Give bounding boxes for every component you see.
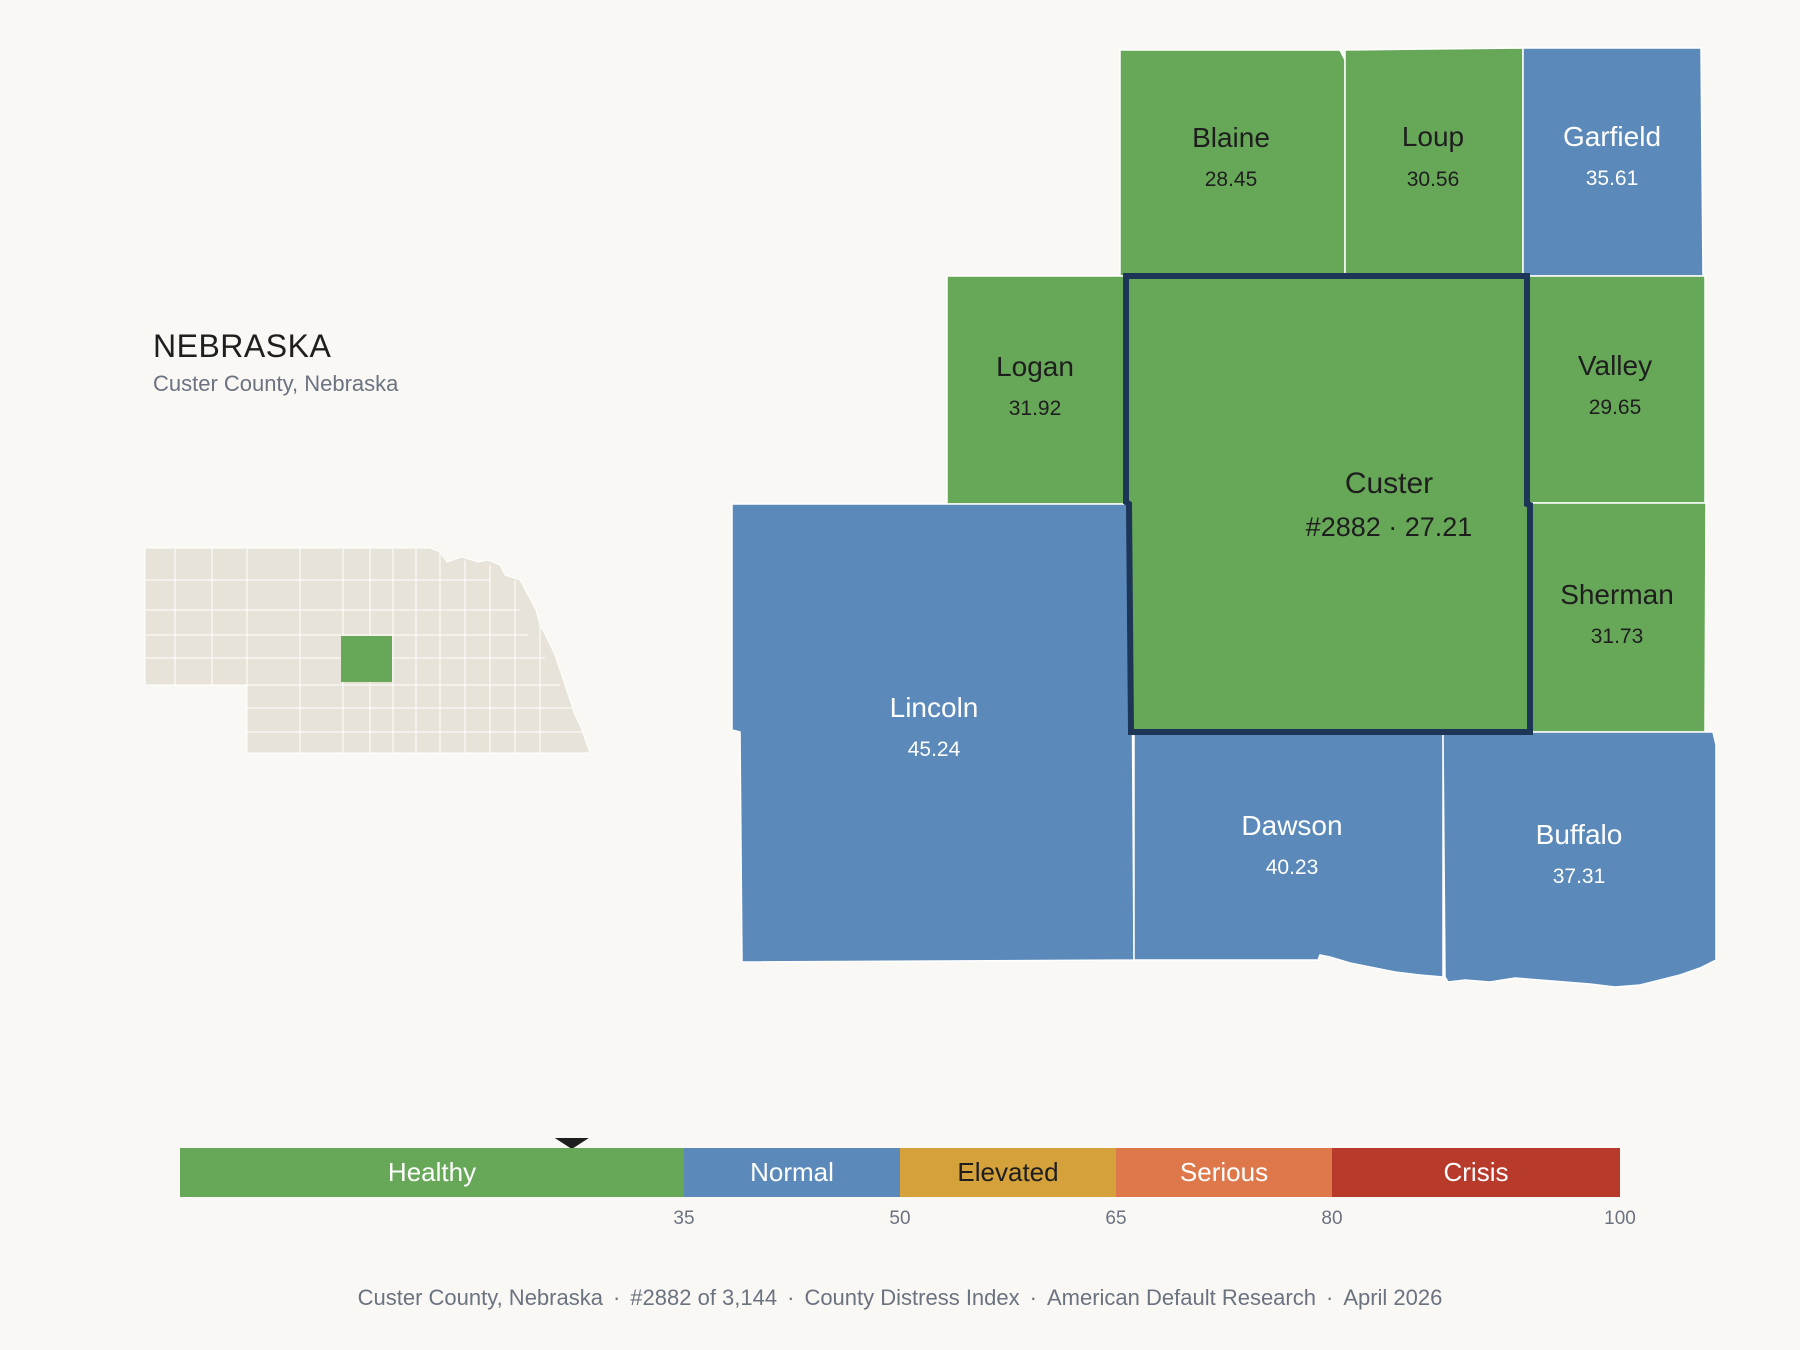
footer-date: April 2026 (1343, 1285, 1443, 1310)
county-custer-highlighted[interactable] (1123, 273, 1533, 735)
legend-band-healthy (180, 1148, 684, 1197)
distress-legend: Healthy Normal Elevated Serious Crisis 35 50 6… (180, 1138, 1636, 1229)
legend-band-normal (684, 1148, 900, 1197)
footer: Custer County, Nebraska · #2882 of 3,144 · C… (0, 1285, 1800, 1311)
map-header: NEBRASKA Custer County, Nebraska (153, 328, 398, 397)
county-lincoln[interactable] (731, 503, 1135, 963)
legend-tick-label: 80 (1321, 1208, 1342, 1229)
county-name-label: Sherman (1560, 579, 1674, 610)
county-score-label: 28.45 (1205, 168, 1258, 191)
footer-index: County Distress Index (804, 1285, 1020, 1310)
county-name-label: Loup (1402, 121, 1464, 152)
legend-band-label: Normal (750, 1157, 834, 1187)
county-labels: Blaine 28.45 Loup 30.56 Garfield 35.61 L… (890, 121, 1674, 888)
county-garfield[interactable] (1522, 47, 1704, 277)
county-sherman[interactable] (1529, 502, 1707, 733)
county-score-label: 31.73 (1591, 625, 1644, 648)
county-score-label: 30.56 (1407, 168, 1460, 191)
separator: · (612, 1285, 621, 1310)
county-score-label: 45.24 (908, 738, 961, 761)
legend-band-serious (1116, 1148, 1332, 1197)
separator: · (787, 1285, 795, 1310)
score-marker-icon (554, 1138, 589, 1149)
footer-rank: #2882 of 3,144 (630, 1285, 778, 1310)
county-score-label: 31.92 (1009, 397, 1062, 420)
legend-tick-label: 50 (889, 1208, 910, 1229)
county-name-label: Lincoln (890, 692, 979, 723)
legend-band-label: Elevated (957, 1157, 1058, 1187)
county-name-label: Blaine (1192, 122, 1270, 153)
state-locator-map (144, 547, 591, 754)
legend-tick-label: 65 (1105, 1208, 1126, 1229)
county-score-label: 29.65 (1589, 396, 1642, 419)
legend-bands: Healthy Normal Elevated Serious Crisis (180, 1148, 1620, 1197)
separator: · (1029, 1285, 1037, 1310)
separator: · (1325, 1285, 1334, 1310)
county-score-label: 35.61 (1586, 167, 1639, 190)
county-valley[interactable] (1527, 275, 1706, 504)
custer-locator-highlight (341, 636, 392, 682)
legend-ticks: 35 50 65 80 100 (673, 1208, 1635, 1229)
county-dawson[interactable] (1133, 731, 1444, 978)
focus-county-name-label: Custer (1345, 467, 1433, 500)
legend-band-label: Serious (1180, 1157, 1268, 1187)
county-name-label: Valley (1578, 350, 1652, 381)
county-score-label: 37.31 (1553, 865, 1606, 888)
county-blaine[interactable] (1119, 49, 1346, 277)
legend-tick-label: 35 (673, 1208, 694, 1229)
county-buffalo[interactable] (1442, 731, 1717, 988)
county-score-label: 40.23 (1266, 856, 1319, 879)
county-map (731, 47, 1717, 988)
footer-county: Custer County, Nebraska (357, 1285, 603, 1310)
county-loup[interactable] (1344, 47, 1524, 277)
county-logan[interactable] (946, 275, 1127, 505)
legend-band-crisis (1332, 1148, 1620, 1197)
county-name-label: Logan (996, 351, 1074, 382)
focus-county-rank-score-label: #2882 · 27.21 (1306, 512, 1473, 542)
state-title: NEBRASKA (153, 328, 332, 364)
county-subtitle: Custer County, Nebraska (153, 371, 399, 396)
county-name-label: Dawson (1241, 810, 1342, 841)
county-name-label: Garfield (1563, 121, 1661, 152)
footer-source: American Default Research (1046, 1285, 1316, 1310)
legend-band-label: Healthy (388, 1157, 476, 1187)
legend-band-elevated (900, 1148, 1116, 1197)
county-name-label: Buffalo (1536, 819, 1623, 850)
legend-tick-label: 100 (1604, 1208, 1636, 1229)
legend-band-label: Crisis (1444, 1157, 1509, 1187)
